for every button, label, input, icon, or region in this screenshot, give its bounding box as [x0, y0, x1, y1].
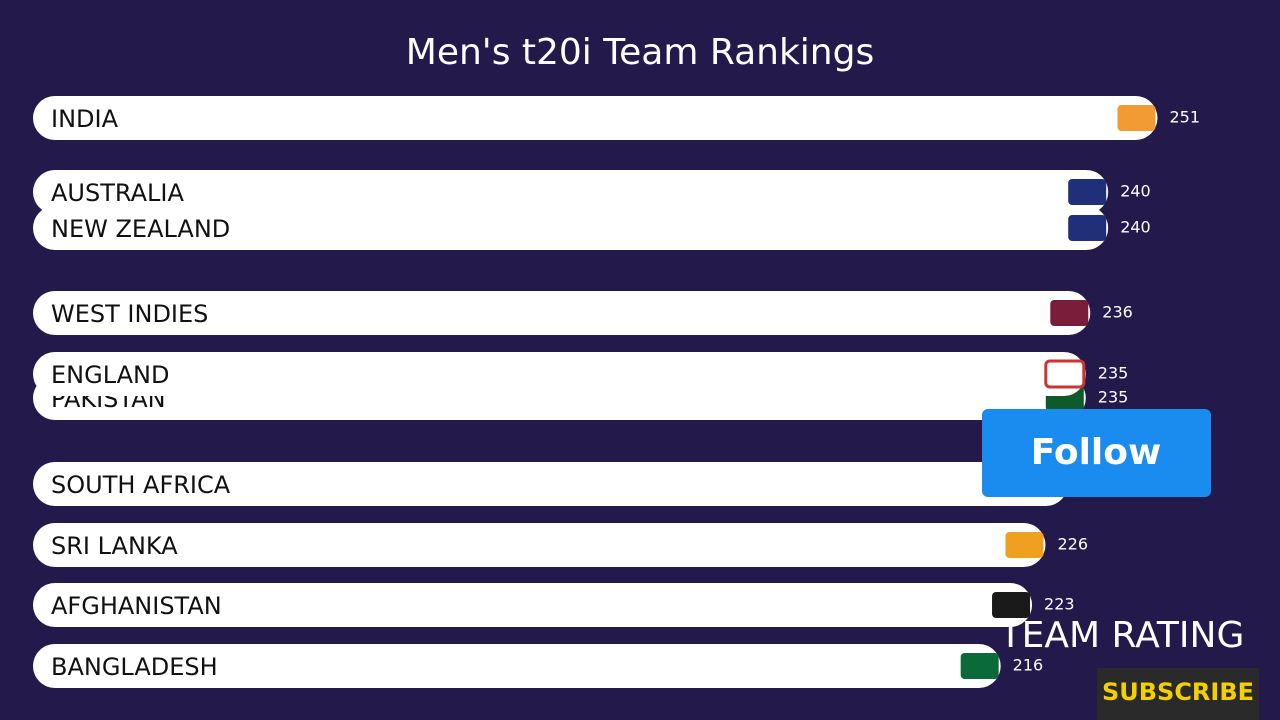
follow-label[interactable]: Follow [1031, 432, 1162, 473]
flag [1117, 105, 1156, 131]
bar [33, 291, 1091, 335]
value-label: 240 [1120, 182, 1151, 201]
bar-label: BANGLADESH [51, 653, 218, 681]
value-label: 226 [1057, 535, 1088, 554]
bar-label: AUSTRALIA [51, 179, 184, 207]
flag [1068, 215, 1107, 241]
bar-label: SOUTH AFRICA [51, 471, 231, 499]
flag [992, 592, 1031, 618]
bar [33, 523, 1046, 567]
bar-label: INDIA [51, 105, 119, 133]
bar [33, 170, 1109, 214]
bar [33, 352, 1086, 396]
value-label: 216 [1013, 656, 1044, 675]
bar-label: WEST INDIES [51, 300, 208, 328]
bars: INDIA 251 AUSTRALIA 240 NEW ZEALAND 240 WEST I… [33, 96, 1200, 688]
bar [33, 206, 1109, 250]
value-label: 235 [1098, 364, 1129, 383]
value-label: 235 [1098, 388, 1129, 407]
bar-label: NEW ZEALAND [51, 215, 230, 243]
subscribe-label[interactable]: SUBSCRIBE [1102, 678, 1254, 706]
bar [33, 96, 1158, 140]
bar-label: ENGLAND [51, 361, 170, 389]
value-label: 251 [1169, 108, 1200, 127]
value-label: 223 [1044, 595, 1075, 614]
value-label: 236 [1102, 303, 1133, 322]
flag [1044, 359, 1086, 389]
flag [1050, 300, 1089, 326]
bar-label: AFGHANISTAN [51, 592, 222, 620]
flag [960, 653, 999, 679]
bar [33, 583, 1033, 627]
value-label: 240 [1120, 218, 1151, 237]
subscribe-box[interactable] [1097, 668, 1259, 720]
follow-button[interactable] [982, 409, 1211, 497]
caption: TEAM RATING [999, 615, 1245, 656]
bar [33, 644, 1001, 688]
bar-label: SRI LANKA [51, 532, 178, 560]
bar [33, 462, 1068, 506]
flag [1005, 532, 1044, 558]
chart-title: Men's t20i Team Rankings [406, 32, 874, 73]
flag [1068, 179, 1107, 205]
